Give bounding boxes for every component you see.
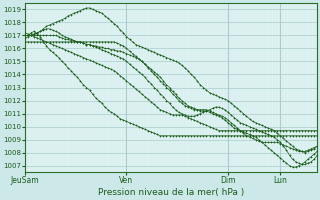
X-axis label: Pression niveau de la mer( hPa ): Pression niveau de la mer( hPa )	[98, 188, 244, 197]
